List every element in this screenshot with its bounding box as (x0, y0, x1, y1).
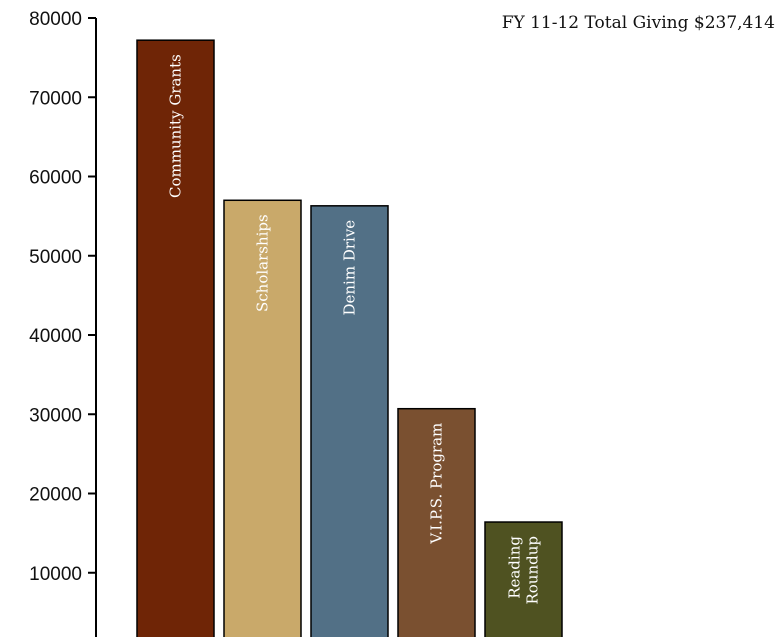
bar-label: Denim Drive (341, 220, 359, 316)
bar-label: Community Grants (167, 54, 185, 198)
bars (136, 39, 563, 637)
y-tick-label: 10000 (29, 564, 82, 585)
bar-label: V.I.P.S. Program (428, 423, 446, 545)
bar-label: ReadingRoundup (506, 536, 542, 605)
bar (223, 199, 302, 637)
y-tick-label: 70000 (29, 88, 82, 109)
y-tick-label: 20000 (29, 485, 82, 506)
chart-title: FY 11-12 Total Giving $237,414 (502, 13, 775, 33)
bar-labels: Community Grants Scholarships Denim Drive V… (167, 54, 542, 604)
y-axis-ticks: 10000 20000 30000 40000 50000 60000 70000 80000 (29, 9, 96, 585)
y-tick-label: 50000 (29, 247, 82, 268)
bar (484, 521, 563, 637)
bar-label: Scholarships (254, 214, 272, 312)
bar (397, 407, 476, 637)
y-tick-label: 30000 (29, 405, 82, 426)
bar (310, 205, 389, 637)
bar (136, 39, 215, 637)
y-tick-label: 60000 (29, 168, 82, 189)
y-tick-label: 40000 (29, 326, 82, 347)
y-tick-label: 80000 (29, 9, 82, 30)
